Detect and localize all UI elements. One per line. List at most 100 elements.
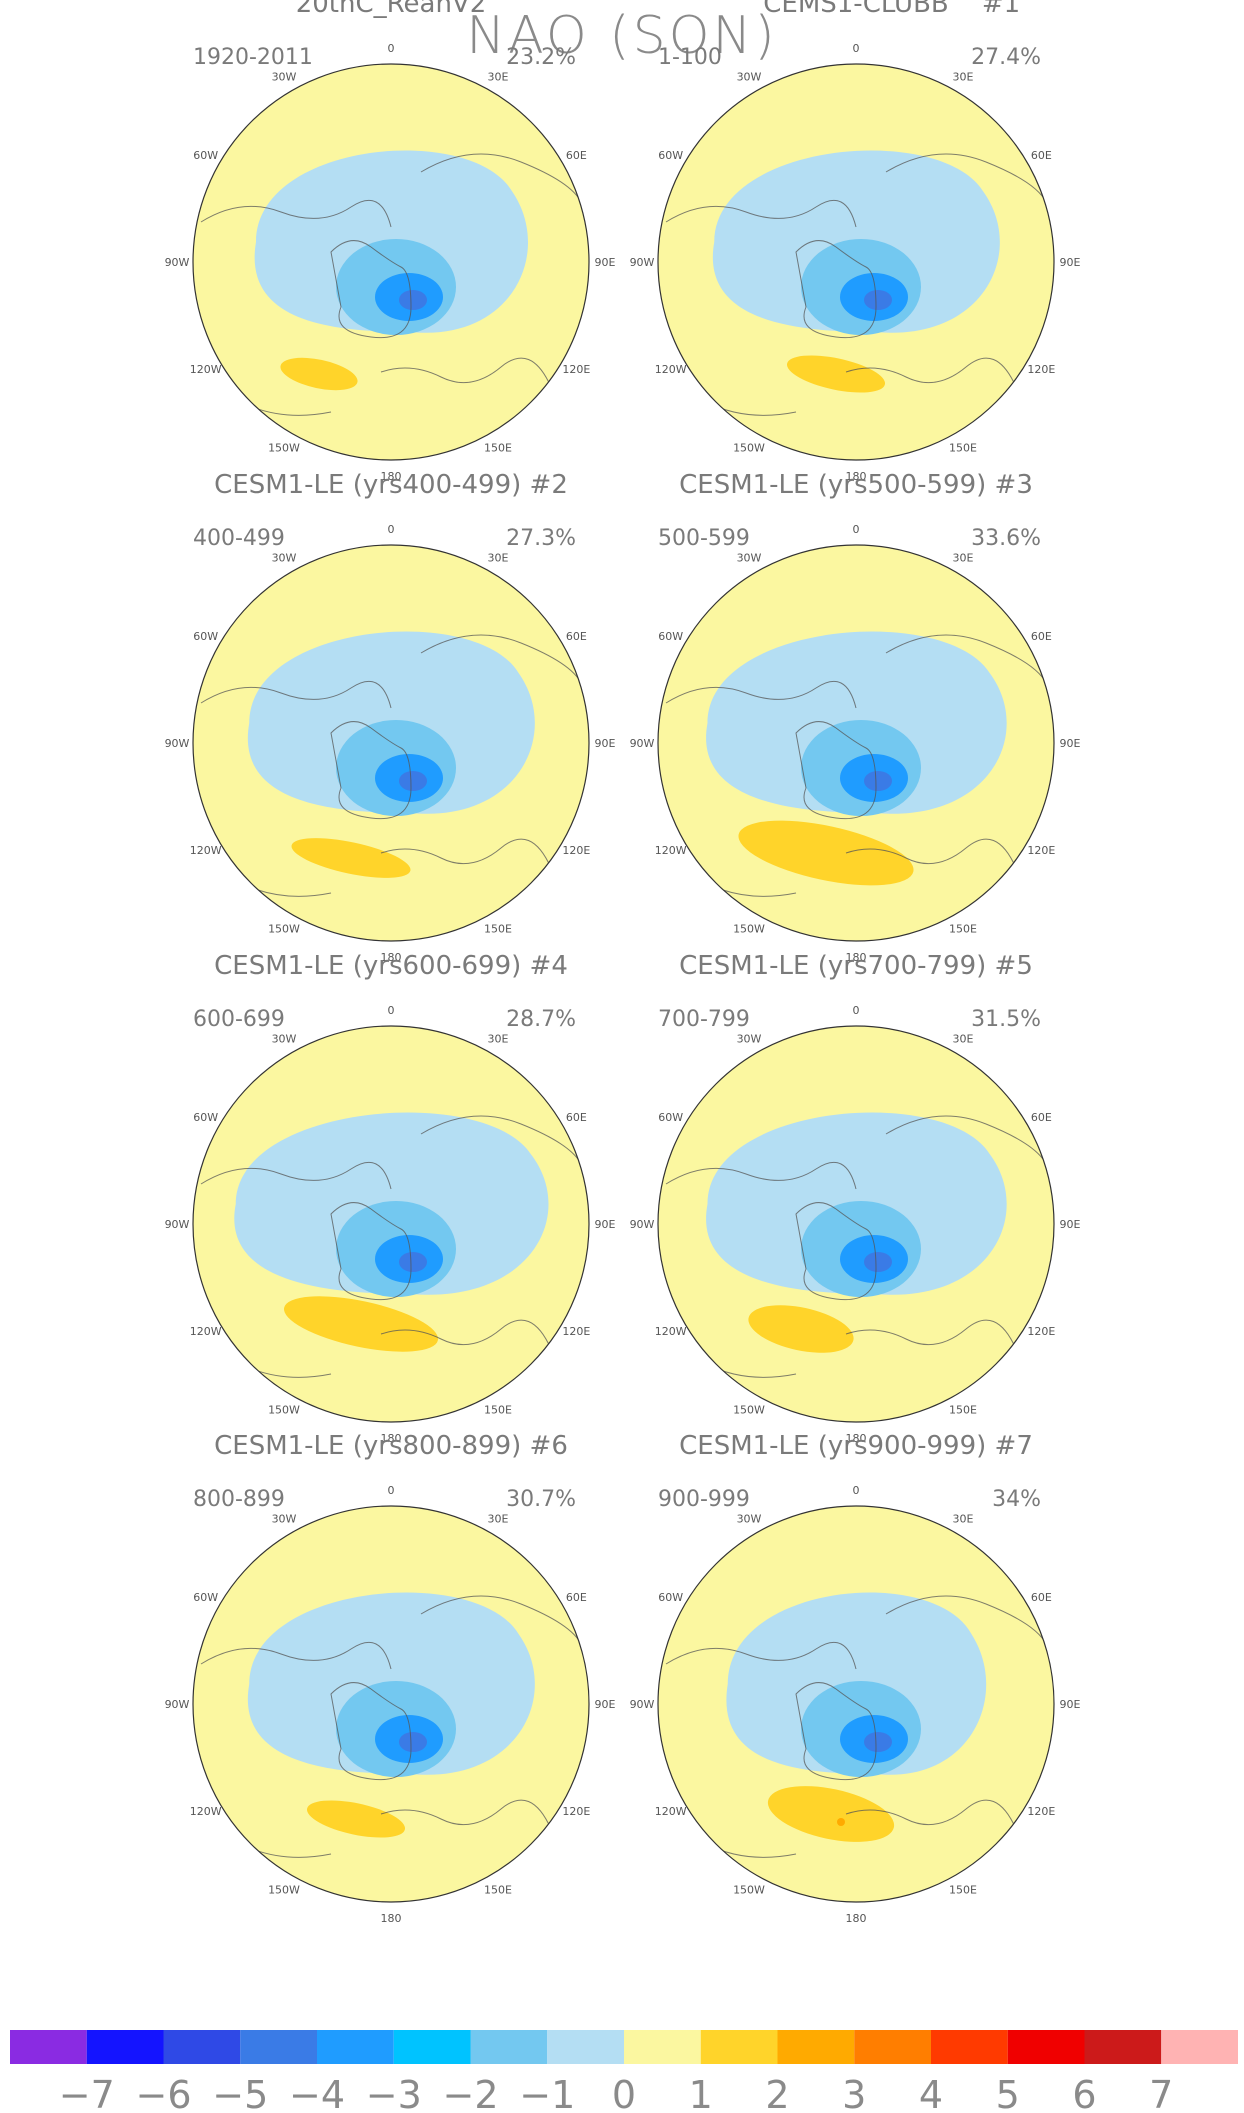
longitude-label: 0 [853, 1484, 860, 1497]
panel-period: 900-999 [658, 1487, 750, 1512]
longitude-label: 90W [165, 737, 190, 750]
colorbar-tick-label: 4 [919, 2073, 943, 2113]
longitude-label: 60E [1031, 149, 1052, 162]
longitude-label: 30E [488, 552, 509, 565]
longitude-label: 30W [272, 552, 297, 565]
anomaly-field [193, 1026, 589, 1422]
colorbar-tick-label: 2 [765, 2073, 789, 2113]
anomaly-field [658, 545, 1054, 941]
longitude-label: 90E [595, 1698, 616, 1711]
panel-variance: 27.4% [971, 45, 1041, 70]
positive-anomaly-lobe [767, 1786, 895, 1842]
panel-title: CESM1-LE (yrs700-799) #5 [679, 951, 1033, 981]
longitude-label: 150E [949, 441, 977, 454]
panel-period: 600-699 [193, 1007, 285, 1032]
longitude-label: 30E [488, 71, 509, 84]
longitude-label: 60E [1031, 1111, 1052, 1124]
colorbar-swatch [1161, 2030, 1238, 2064]
longitude-label: 90W [630, 1218, 655, 1231]
colorbar-swatch [10, 2030, 87, 2064]
longitude-label: 120E [562, 1325, 590, 1338]
longitude-label: 180 [381, 1432, 402, 1445]
panel-variance: 23.2% [506, 45, 576, 70]
longitude-label: 150E [949, 1883, 977, 1896]
positive-anomaly-lobe [786, 355, 886, 393]
longitude-label: 0 [388, 42, 395, 55]
colorbar-swatch [317, 2030, 394, 2064]
panel-title: CEMS1-CLUBB [763, 0, 949, 19]
colorbar-swatch [470, 2030, 548, 2064]
longitude-label: 0 [388, 1004, 395, 1017]
colorbar-tick-label: 7 [1149, 2073, 1173, 2113]
map-panel: 180 150E 120E 90E 60E 30E 0 30W 60W 90W 120W 150W 20… [165, 0, 616, 483]
longitude-label: 60W [658, 1591, 683, 1604]
map-panel: 180 150E 120E 90E 60E 30E 0 30W 60W 90W 120W 150W CE… [630, 0, 1081, 483]
longitude-label: 0 [853, 1004, 860, 1017]
longitude-label: 60E [1031, 630, 1052, 643]
longitude-label: 90W [630, 1698, 655, 1711]
figure-title: NAO (SON) [466, 6, 778, 66]
panel-period: 400-499 [193, 526, 285, 551]
anomaly-field [193, 545, 589, 941]
longitude-label: 90E [1060, 1218, 1081, 1231]
panel-variance: 31.5% [971, 1007, 1041, 1032]
map-panel: 180 150E 120E 90E 60E 30E 0 30W 60W 90W 120W 150W CE… [165, 470, 616, 964]
longitude-label: 30E [488, 1513, 509, 1526]
longitude-label: 150E [484, 1883, 512, 1896]
longitude-label: 30E [953, 552, 974, 565]
colorbar-tick-label: 6 [1072, 2073, 1096, 2113]
longitude-label: 60E [1031, 1591, 1052, 1604]
map-boundary [192, 1505, 590, 1903]
longitude-label: 30W [737, 552, 762, 565]
panel-tag: #1 [982, 0, 1020, 19]
longitude-label: 150W [268, 922, 300, 935]
panel-period: 700-799 [658, 1007, 750, 1032]
longitude-label: 90E [595, 256, 616, 269]
longitude-label: 30W [272, 1513, 297, 1526]
longitude-label: 90W [630, 737, 655, 750]
longitude-label: 30W [737, 1033, 762, 1046]
panel-period: 500-599 [658, 526, 750, 551]
colorbar-swatch [931, 2030, 1008, 2064]
longitude-label: 0 [853, 42, 860, 55]
longitude-label: 60E [566, 1591, 587, 1604]
panel-variance: 30.7% [506, 1487, 576, 1512]
longitude-label: 30W [737, 71, 762, 84]
colorbar-swatch [624, 2030, 701, 2064]
colorbar-tick-label: −7 [59, 2073, 115, 2113]
longitude-label: 60E [566, 1111, 587, 1124]
colorbar-tick-label: −5 [212, 2073, 268, 2113]
anomaly-field [193, 1506, 589, 1902]
panel-period: 1-100 [658, 45, 722, 70]
colorbar-tick-label: 3 [842, 2073, 866, 2113]
colorbar-swatch [393, 2030, 471, 2064]
longitude-label: 120E [562, 844, 590, 857]
longitude-label: 150W [268, 441, 300, 454]
longitude-label: 120W [190, 363, 222, 376]
colorbar-tick-label: 5 [996, 2073, 1020, 2113]
longitude-label: 120W [655, 844, 687, 857]
longitude-label: 150E [484, 1403, 512, 1416]
longitude-label: 120W [655, 363, 687, 376]
colorbar-tick-label: −1 [519, 2073, 575, 2113]
longitude-label: 60W [193, 630, 218, 643]
map-boundary [192, 63, 590, 461]
longitude-label: 0 [853, 523, 860, 536]
longitude-label: 30E [953, 71, 974, 84]
colorbar-swatch [86, 2030, 164, 2064]
positive-anomaly-lobe [748, 1305, 854, 1353]
positive-anomaly-lobe [738, 820, 914, 886]
positive-anomaly-lobe [291, 838, 411, 878]
longitude-label: 30E [953, 1513, 974, 1526]
panel-variance: 27.3% [506, 526, 576, 551]
longitude-label: 150W [733, 1403, 765, 1416]
colorbar-swatch [777, 2030, 855, 2064]
longitude-label: 180 [846, 1432, 867, 1445]
longitude-label: 60W [193, 1591, 218, 1604]
anomaly-field [658, 1506, 1054, 1902]
longitude-label: 120E [1027, 1325, 1055, 1338]
panel-variance: 33.6% [971, 526, 1041, 551]
longitude-label: 60W [193, 1111, 218, 1124]
longitude-label: 60E [566, 630, 587, 643]
